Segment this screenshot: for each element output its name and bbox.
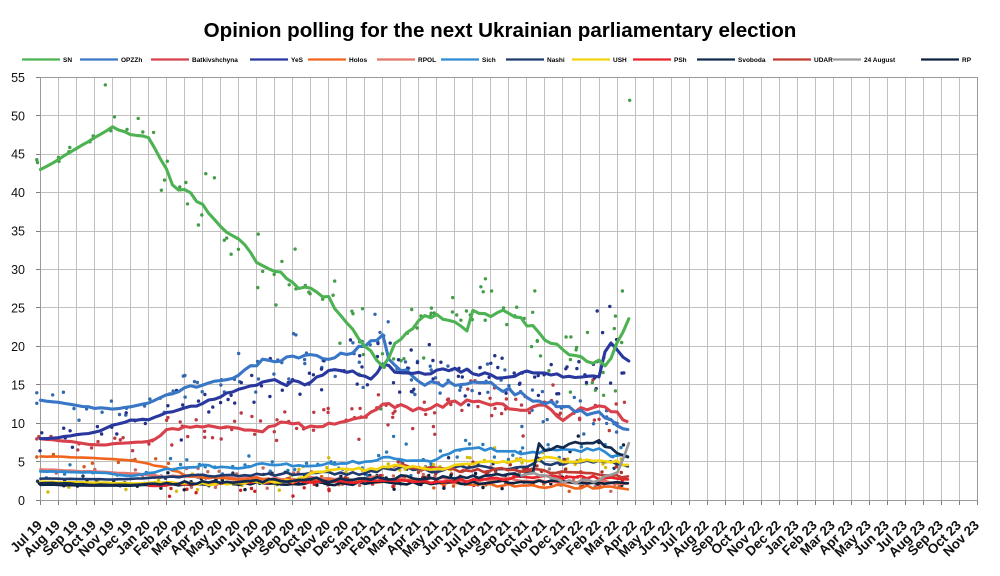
svg-text:5: 5 bbox=[18, 455, 25, 469]
svg-text:YeS: YeS bbox=[291, 57, 304, 64]
svg-text:UDAR: UDAR bbox=[814, 57, 833, 64]
svg-text:RP: RP bbox=[962, 57, 972, 64]
svg-text:20: 20 bbox=[11, 340, 25, 354]
svg-text:Svoboda: Svoboda bbox=[738, 57, 766, 64]
svg-text:OPZZh: OPZZh bbox=[121, 57, 142, 64]
svg-text:55: 55 bbox=[11, 71, 25, 85]
svg-text:24 August: 24 August bbox=[864, 57, 896, 64]
svg-text:45: 45 bbox=[11, 148, 25, 162]
svg-text:SN: SN bbox=[63, 57, 72, 64]
svg-text:Batkivshchyna: Batkivshchyna bbox=[192, 57, 238, 64]
svg-text:Opinion polling for the next U: Opinion polling for the next Ukrainian p… bbox=[204, 19, 797, 42]
svg-text:25: 25 bbox=[11, 302, 25, 316]
svg-text:40: 40 bbox=[11, 186, 25, 200]
svg-text:PSh: PSh bbox=[674, 57, 687, 64]
svg-text:0: 0 bbox=[18, 494, 25, 508]
svg-text:50: 50 bbox=[11, 109, 25, 123]
svg-text:30: 30 bbox=[11, 263, 25, 277]
svg-text:RPOL: RPOL bbox=[418, 57, 436, 64]
svg-text:15: 15 bbox=[11, 378, 25, 392]
svg-text:Nashi: Nashi bbox=[547, 57, 565, 64]
svg-text:Sich: Sich bbox=[482, 57, 496, 64]
svg-text:10: 10 bbox=[11, 417, 25, 431]
svg-text:35: 35 bbox=[11, 225, 25, 239]
svg-text:USH: USH bbox=[613, 57, 627, 64]
svg-text:Holos: Holos bbox=[349, 57, 367, 64]
